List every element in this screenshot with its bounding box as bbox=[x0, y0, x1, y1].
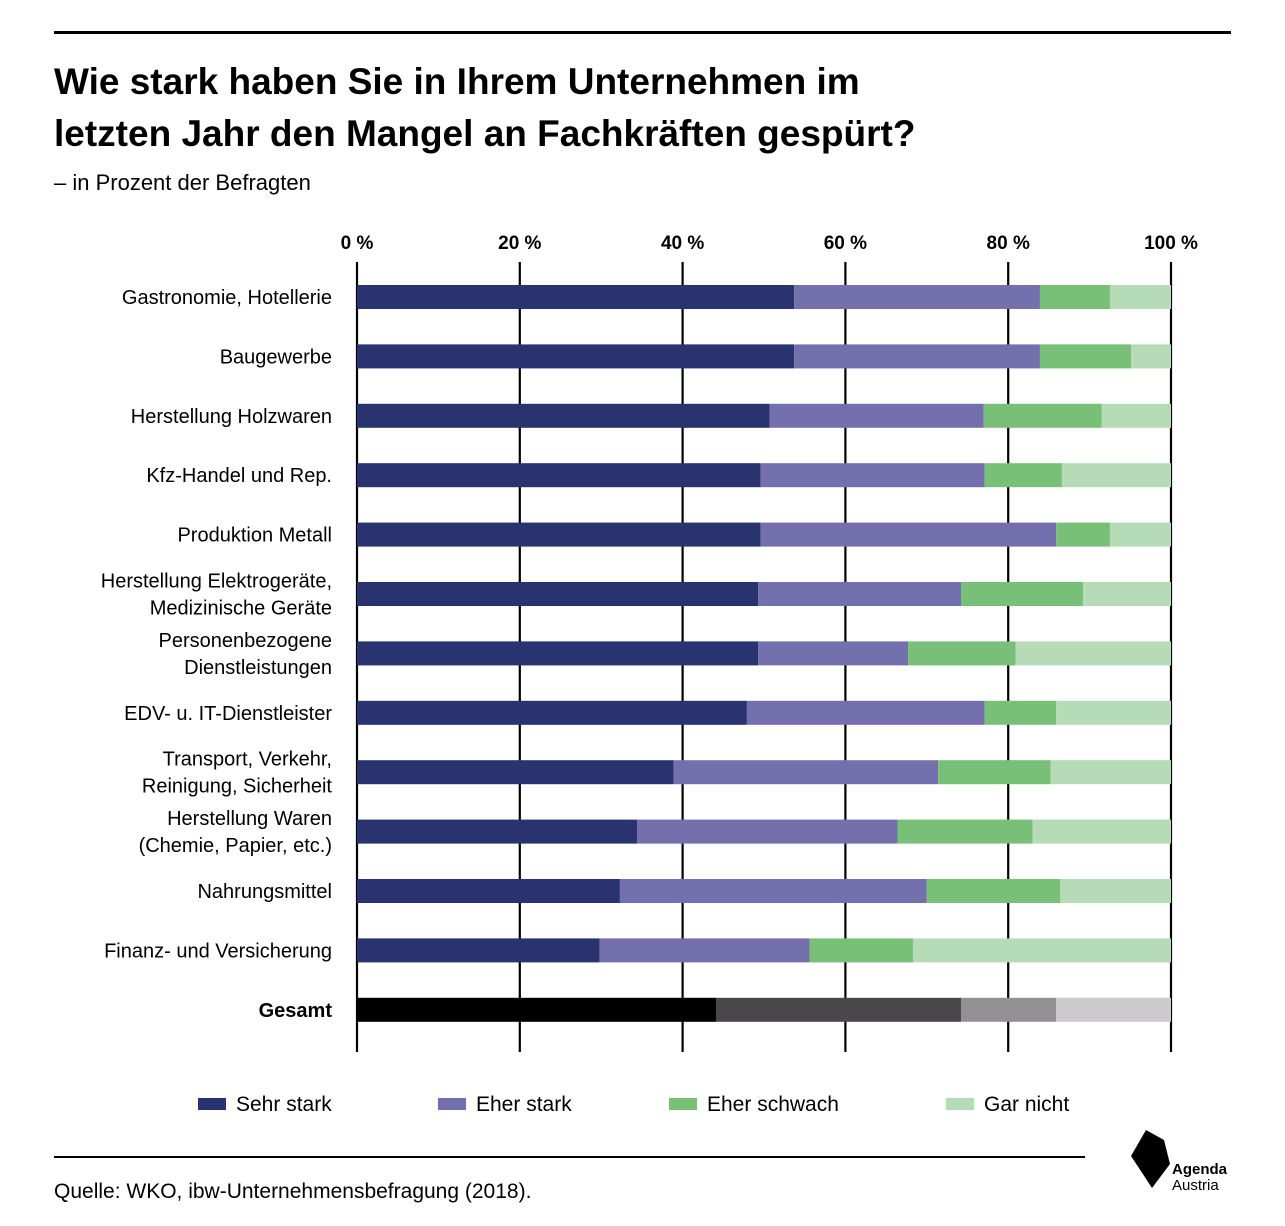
bar-segment-0-3 bbox=[1109, 285, 1171, 309]
bar-segment-11-2 bbox=[809, 938, 913, 963]
legend-swatch-0 bbox=[198, 1098, 226, 1110]
bar-segment-3-1 bbox=[760, 463, 985, 488]
bar-segment-2-1 bbox=[769, 403, 984, 428]
category-label-8-1: Reinigung, Sicherheit bbox=[142, 776, 333, 798]
category-label-9-0: Herstellung Waren bbox=[167, 808, 332, 830]
category-label-2-0: Herstellung Holzwaren bbox=[131, 406, 332, 428]
bar-segment-9-3 bbox=[1032, 819, 1171, 844]
bars bbox=[357, 285, 1171, 1022]
logo-text-austria: Austria bbox=[1172, 1177, 1219, 1194]
category-labels: Gastronomie, Hotellerie Baugewerbe Herstel… bbox=[101, 287, 333, 1022]
bar-segment-5-2 bbox=[960, 582, 1084, 606]
chart-title-line-2: letzten Jahr den Mangel an Fachkräften g… bbox=[54, 113, 916, 154]
bottom-rule bbox=[54, 1156, 1085, 1158]
x-tick-label-100: 100 % bbox=[1144, 233, 1198, 254]
bar-segment-9-1 bbox=[637, 819, 898, 844]
agenda-austria-logo: Agenda Austria bbox=[1128, 1128, 1238, 1198]
category-label-10-0: Nahrungsmittel bbox=[197, 881, 332, 903]
bar-segment-4-1 bbox=[760, 522, 1057, 547]
category-label-3-0: Kfz-Handel und Rep. bbox=[146, 465, 332, 487]
bar-segment-12-1 bbox=[715, 997, 961, 1022]
category-label-6-0: Personenbezogene bbox=[159, 630, 332, 652]
bar-segment-6-2 bbox=[908, 641, 1016, 666]
bar-segment-11-0 bbox=[357, 938, 600, 963]
x-tick-label-0: 0 % bbox=[341, 233, 374, 254]
bar-segment-9-0 bbox=[357, 819, 638, 844]
bar-segment-2-0 bbox=[357, 403, 770, 428]
bar-segment-1-3 bbox=[1131, 344, 1171, 369]
x-tick-label-80: 80 % bbox=[987, 233, 1030, 254]
bar-segment-6-1 bbox=[758, 641, 909, 666]
bar-segment-0-1 bbox=[794, 285, 1040, 309]
bar-segment-12-3 bbox=[1056, 997, 1171, 1022]
bar-segment-5-3 bbox=[1083, 582, 1171, 606]
bar-segment-8-3 bbox=[1050, 760, 1171, 785]
bar-segment-1-0 bbox=[357, 344, 795, 369]
bar-segment-1-2 bbox=[1039, 344, 1132, 369]
category-label-12-0: Gesamt bbox=[259, 1000, 333, 1022]
bar-segment-3-0 bbox=[357, 463, 761, 488]
bar-segment-3-2 bbox=[984, 463, 1062, 488]
bar-segment-5-0 bbox=[357, 582, 759, 606]
bar-segment-8-1 bbox=[673, 760, 939, 785]
legend-label-2: Eher schwach bbox=[707, 1093, 839, 1116]
x-tick-label-60: 60 % bbox=[824, 233, 867, 254]
category-label-4-0: Produktion Metall bbox=[177, 525, 332, 547]
category-label-11-0: Finanz- und Versicherung bbox=[104, 940, 332, 962]
bar-segment-5-1 bbox=[758, 582, 961, 606]
bar-segment-11-3 bbox=[912, 938, 1171, 963]
bar-segment-9-2 bbox=[897, 819, 1033, 844]
bar-segment-10-1 bbox=[619, 879, 927, 903]
bar-segment-4-2 bbox=[1056, 522, 1110, 547]
category-label-5-0: Herstellung Elektrogeräte, bbox=[101, 571, 332, 593]
legend-label-1: Eher stark bbox=[476, 1093, 572, 1116]
legend: Sehr stark Eher stark Eher schwach Gar nich… bbox=[198, 1093, 1069, 1116]
x-tick-label-40: 40 % bbox=[661, 233, 704, 254]
bar-segment-3-3 bbox=[1061, 463, 1171, 488]
bar-segment-12-2 bbox=[960, 997, 1057, 1022]
chart-subtitle: – in Prozent der Befragten bbox=[54, 170, 311, 195]
logo-mark-icon bbox=[1131, 1130, 1170, 1188]
top-rule bbox=[54, 31, 1231, 34]
bar-segment-6-0 bbox=[357, 641, 759, 666]
logo-text-agenda: Agenda bbox=[1172, 1161, 1228, 1178]
bar-segment-6-3 bbox=[1015, 641, 1171, 666]
bar-segment-1-1 bbox=[794, 344, 1040, 369]
bar-segment-2-3 bbox=[1101, 403, 1171, 428]
bar-segment-7-3 bbox=[1056, 700, 1171, 725]
bar-segment-8-2 bbox=[938, 760, 1051, 785]
bar-segment-4-3 bbox=[1109, 522, 1171, 547]
chart-title: Wie stark haben Sie in Ihrem Unternehmen… bbox=[54, 56, 1234, 160]
category-label-8-0: Transport, Verkehr, bbox=[163, 749, 332, 771]
bar-segment-4-0 bbox=[357, 522, 761, 547]
bar-segment-7-0 bbox=[357, 700, 747, 725]
bar-segment-2-2 bbox=[983, 403, 1102, 428]
bar-segment-10-0 bbox=[357, 879, 620, 903]
source-note: Quelle: WKO, ibw-Unternehmensbefragung (… bbox=[54, 1180, 532, 1203]
category-label-5-1: Medizinische Geräte bbox=[150, 598, 332, 620]
category-label-6-1: Dienstleistungen bbox=[184, 657, 332, 679]
legend-swatch-2 bbox=[669, 1098, 697, 1110]
bar-segment-0-2 bbox=[1039, 285, 1110, 309]
bar-segment-11-1 bbox=[599, 938, 810, 963]
category-label-0-0: Gastronomie, Hotellerie bbox=[122, 287, 332, 309]
category-label-7-0: EDV- u. IT-Dienstleister bbox=[124, 703, 332, 725]
category-label-9-1: (Chemie, Papier, etc.) bbox=[139, 835, 332, 857]
x-tick-label-20: 20 % bbox=[498, 233, 541, 254]
legend-label-0: Sehr stark bbox=[236, 1093, 332, 1116]
chart-title-line-1: Wie stark haben Sie in Ihrem Unternehmen… bbox=[54, 61, 860, 102]
bar-segment-0-0 bbox=[357, 285, 795, 309]
stacked-bar-chart: 0 % 20 % 40 % 60 % 80 % 100 % Gastronomie, Ho… bbox=[101, 233, 1198, 1116]
legend-swatch-1 bbox=[438, 1098, 466, 1110]
legend-swatch-3 bbox=[946, 1098, 974, 1110]
bar-segment-8-0 bbox=[357, 760, 674, 785]
legend-label-3: Gar nicht bbox=[984, 1093, 1069, 1116]
category-label-1-0: Baugewerbe bbox=[220, 346, 332, 368]
bar-segment-10-2 bbox=[926, 879, 1061, 903]
bar-segment-7-1 bbox=[746, 700, 985, 725]
bar-segment-7-2 bbox=[984, 700, 1057, 725]
bar-segment-10-3 bbox=[1060, 879, 1171, 903]
x-tick-labels: 0 % 20 % 40 % 60 % 80 % 100 % bbox=[341, 233, 1198, 254]
bar-segment-12-0 bbox=[357, 997, 716, 1022]
